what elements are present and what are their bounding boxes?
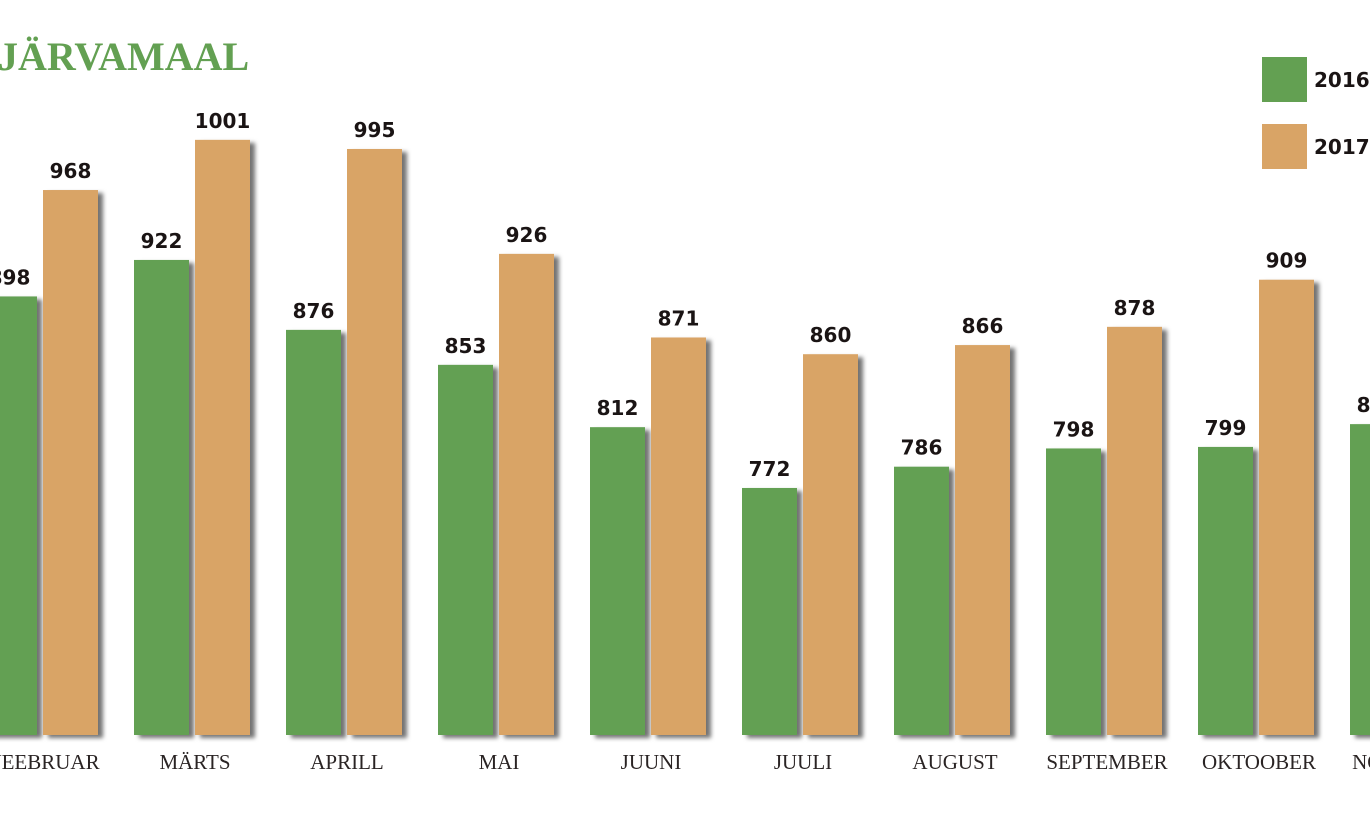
bar — [803, 354, 858, 735]
data-label: 909 — [1266, 249, 1308, 273]
legend-swatch — [1262, 124, 1307, 169]
bar — [0, 296, 37, 735]
bar — [1198, 446, 1253, 735]
data-label: 786 — [901, 436, 943, 460]
data-label: 878 — [1114, 296, 1156, 320]
x-tick-label: JUULI — [774, 750, 832, 774]
data-label: 798 — [1053, 417, 1095, 441]
bar — [1259, 279, 1314, 735]
data-label: 853 — [445, 334, 487, 358]
bar — [134, 259, 189, 735]
bar — [894, 466, 949, 735]
bar — [651, 337, 706, 735]
legend-swatch — [1262, 57, 1307, 102]
data-label: 814 — [1357, 393, 1370, 417]
bar — [1350, 424, 1370, 735]
bar — [347, 148, 402, 736]
legend-label: 2016 — [1314, 68, 1370, 92]
bar — [590, 427, 645, 735]
data-label: 922 — [141, 229, 183, 253]
data-label: 871 — [658, 306, 700, 330]
data-label: 812 — [597, 396, 639, 420]
x-tick-label: SEPTEMBER — [1046, 750, 1167, 774]
bar — [955, 345, 1010, 735]
data-label: 898 — [0, 265, 30, 289]
data-label: 799 — [1205, 416, 1247, 440]
x-tick-label: NOVEMBER — [1352, 750, 1370, 774]
data-label: 876 — [293, 299, 335, 323]
legend-label: 2017 — [1314, 135, 1370, 159]
bar — [286, 329, 341, 735]
chart-title: JÄRVAMAAL — [0, 34, 249, 79]
data-label: 772 — [749, 457, 791, 481]
x-tick-label: JUUNI — [621, 750, 682, 774]
data-label: 926 — [506, 223, 548, 247]
x-tick-label: OKTOOBER — [1202, 750, 1316, 774]
bar — [43, 190, 98, 735]
bar — [1046, 448, 1101, 735]
x-tick-label: MAI — [479, 750, 520, 774]
data-label: 1001 — [195, 109, 251, 133]
bar — [195, 139, 250, 735]
x-tick-label: VEEBRUAR — [0, 750, 100, 774]
data-label: 995 — [354, 118, 396, 142]
data-label: 860 — [810, 323, 852, 347]
bar — [1107, 326, 1162, 735]
data-label: 866 — [962, 314, 1004, 338]
x-tick-label: MÄRTS — [159, 750, 230, 774]
x-tick-label: AUGUST — [912, 750, 997, 774]
data-label: 968 — [50, 159, 92, 183]
x-tick-label: APRILL — [310, 750, 384, 774]
bar — [438, 364, 493, 735]
bar — [499, 253, 554, 736]
bar — [742, 487, 797, 735]
